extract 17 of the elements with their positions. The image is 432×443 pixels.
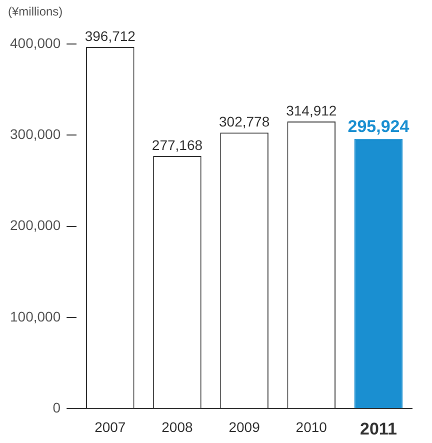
x-tick-label: 2010 bbox=[296, 418, 328, 435]
data-label: 396,712 bbox=[84, 28, 136, 44]
y-tick-label: 100,000 bbox=[10, 308, 61, 324]
data-label: 302,778 bbox=[219, 113, 270, 130]
bar bbox=[354, 138, 403, 408]
x-tick-label: 2011 bbox=[360, 419, 397, 438]
y-tick-label: 0 bbox=[52, 399, 61, 416]
data-label: 314,912 bbox=[286, 102, 337, 118]
y-axis-title: (¥millions) bbox=[8, 4, 63, 18]
y-tick-label: 400,000 bbox=[10, 34, 61, 51]
y-tick-label: 300,000 bbox=[10, 126, 61, 142]
data-label: 277,168 bbox=[152, 136, 203, 153]
x-tick-label: 2007 bbox=[94, 418, 126, 435]
data-label: 295,924 bbox=[348, 117, 410, 136]
y-tick-label: 200,000 bbox=[10, 217, 61, 234]
x-tick-label: 2009 bbox=[228, 418, 260, 435]
x-tick-label: 2008 bbox=[162, 418, 194, 435]
